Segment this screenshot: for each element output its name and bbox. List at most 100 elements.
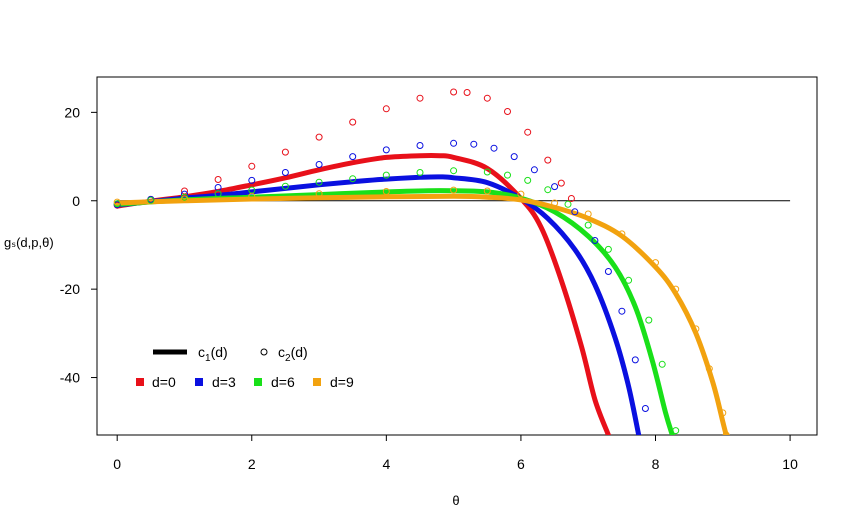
series-point-d3 [281,169,289,176]
series-point-d6 [281,182,289,190]
series-point-d3 [641,405,649,412]
series-point-d0 [281,148,289,156]
series-point-d9 [315,190,323,198]
series-point-d0 [349,118,357,126]
series-point-d3 [349,153,357,161]
series-point-d6 [504,171,511,179]
series-point-d9 [722,431,730,435]
legend-d9-swatch [313,378,321,386]
series-point-d9 [672,285,680,293]
series-point-d6 [604,245,612,253]
y-tick-label: -20 [60,281,80,297]
series-line-d6 [114,188,675,435]
series-point-d0 [557,179,565,187]
series-point-d6 [524,176,532,184]
series-point-d9 [248,192,256,200]
legend-d3-swatch [195,378,203,386]
series-point-d3 [450,139,458,147]
series-point-d9 [551,199,559,207]
y-tick-label: 20 [64,104,80,120]
series-point-d3 [181,190,188,198]
series-point-d3 [530,166,538,174]
series-point-d0 [524,128,532,136]
x-tick-label: 0 [113,456,121,472]
y-tick-label: 0 [72,193,80,209]
series-point-d6 [544,186,552,194]
x-axis-title: θ [452,493,459,508]
x-tick-label: 8 [652,456,660,472]
series-point-d6 [658,360,666,368]
series-point-d0 [544,156,552,164]
series-point-d6 [416,169,424,176]
x-tick-label: 10 [782,456,798,472]
plot-frame [96,76,818,436]
legend-d6-label: d=6 [271,374,295,390]
series-point-d3 [416,142,424,149]
legend-d3-label: d=3 [212,374,236,390]
y-tick-label: -40 [60,370,80,386]
legend-d6-swatch [254,378,262,386]
series-point-d0 [248,162,256,170]
series-point-d6 [382,171,390,179]
series-point-d6 [349,175,357,183]
series-point-d6 [315,178,323,186]
series-point-d3 [248,176,256,184]
series-point-d6 [645,316,653,324]
legend-c1-label: c1(d) [198,344,228,364]
series-layer [113,88,730,435]
series-point-d9 [618,230,626,238]
series-point-d9 [584,210,592,218]
series-point-d0 [450,88,458,96]
series-point-d3 [510,153,518,161]
series-point-d3 [571,208,579,216]
series-line-d0 [114,152,611,435]
series-point-d9 [517,190,525,198]
series-point-d3 [382,146,390,154]
series-point-d3 [618,307,626,315]
series-point-d6 [625,276,633,284]
legend-d0-swatch [136,378,144,386]
x-tick-label: 6 [517,456,525,472]
y-axis-title: gₛ(d,p,θ) [4,235,54,250]
series-point-d9 [652,259,659,267]
series-point-d3 [604,268,612,275]
series-point-d3 [470,140,478,148]
series-point-d3 [551,183,559,191]
series-point-d3 [631,356,639,364]
legend-d9-label: d=9 [330,374,354,390]
series-point-d0 [567,195,575,202]
series-point-d9 [483,187,491,195]
series-point-d9 [719,409,727,417]
series-point-d6 [672,427,680,435]
series-point-d9 [382,188,390,195]
series-point-d0 [463,89,471,96]
series-point-d6 [584,221,592,229]
series-point-d6 [147,196,155,204]
x-tick-label: 2 [248,456,256,472]
series-point-d0 [416,94,424,102]
series-point-d3 [490,144,498,152]
legend-c2-marker [260,348,268,356]
series-line-d9 [114,193,729,435]
legend: c1(d) c2(d) d=0 d=3 d=6 d=9 [136,344,354,390]
series-point-d3 [591,237,599,244]
series-point-d3 [315,161,323,168]
series-point-d0 [483,94,491,102]
series-point-d0 [214,176,222,183]
series-point-d0 [382,105,390,113]
legend-c2-label: c2(d) [278,344,308,364]
series-point-d0 [315,133,323,141]
series-point-d0 [504,108,511,115]
series-point-d9 [692,325,700,333]
axes-layer: 0 2 4 6 8 10 -40 -20 0 20 [60,104,798,472]
series-point-d9 [705,365,713,373]
series-point-d9 [450,186,458,194]
x-tick-label: 4 [382,456,390,472]
legend-d0-label: d=0 [152,374,176,390]
series-point-d6 [483,168,491,176]
series-point-d6 [564,200,572,208]
series-point-d6 [214,190,222,198]
series-point-d9 [181,195,188,203]
series-point-d6 [450,167,458,175]
